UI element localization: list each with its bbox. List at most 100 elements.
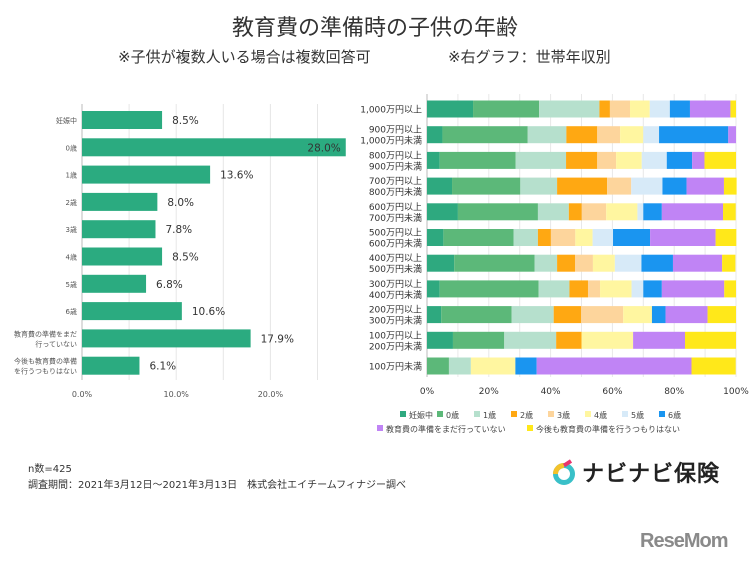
bar-segment: [553, 306, 582, 324]
navinavi-logo: ナビナビ保険: [552, 456, 720, 488]
bar-segment: [722, 254, 736, 272]
legend-label: 教育費の準備をまだ行っていない: [386, 424, 506, 434]
legend-swatch: [437, 411, 443, 417]
legend-label: 0歳: [446, 410, 459, 420]
x-tick-label: 60%: [602, 387, 622, 397]
bar-segment: [454, 254, 535, 272]
bar-segment: [537, 229, 551, 246]
bar-segment: [686, 177, 724, 195]
bar-segment: [685, 331, 736, 349]
bar-segment: [606, 203, 638, 221]
bar-segment: [581, 203, 607, 221]
bar-segment: [520, 177, 558, 195]
legend-swatch: [585, 411, 591, 417]
bar-segment: [539, 100, 600, 118]
bar-segment: [448, 357, 471, 375]
note-multiple-answers: ※子供が複数人いる場合は複数回答可: [118, 48, 371, 66]
category-label: 100万円未満: [369, 361, 422, 373]
bar-segment: [575, 254, 593, 272]
bar: [82, 356, 140, 375]
bar-segment: [631, 177, 663, 195]
bar-segment: [616, 151, 642, 169]
data-label: 8.5%: [172, 252, 199, 264]
bar: [82, 247, 163, 266]
category-label: 1歳: [66, 171, 77, 180]
x-tick-label: 10.0%: [163, 390, 189, 399]
bar-segment: [661, 203, 724, 221]
bar-segment: [613, 229, 651, 246]
legend-label: 1歳: [483, 410, 496, 420]
bar-segment: [427, 254, 455, 272]
bar: [82, 302, 182, 321]
survey-period: 調査期間：2021年3月12日～2021年3月13日 株式会社エイチームフィナジ…: [28, 480, 406, 491]
page-title: 教育費の準備時の子供の年齢: [231, 16, 518, 41]
legend-swatch: [377, 425, 383, 431]
data-label: 6.8%: [156, 279, 183, 291]
sample-size: n数=425: [28, 464, 72, 475]
bar-segment: [470, 357, 516, 375]
data-label: 28.0%: [307, 142, 340, 154]
bar-segment: [669, 100, 690, 118]
bar: [82, 165, 211, 184]
category-label: 5歳: [66, 280, 77, 289]
category-label: 妊娠中: [56, 116, 77, 125]
navinavi-logo-text: ナビナビ保険: [582, 462, 721, 487]
bar-segment: [427, 229, 444, 246]
bar-segment: [666, 151, 693, 169]
bar-segment: [630, 100, 650, 118]
bar-segment: [550, 229, 576, 246]
category-label: 700万円未満: [369, 212, 422, 224]
category-label: 900万円以上: [369, 125, 422, 136]
bar-segment: [557, 177, 608, 195]
bar-segment: [427, 151, 440, 169]
category-label: 300万円以上: [369, 279, 422, 290]
bar-segment: [442, 126, 528, 144]
bar-segment: [515, 151, 567, 169]
legend-label: 6歳: [668, 410, 681, 420]
bar-segment: [473, 100, 540, 118]
x-tick-label: 40%: [541, 387, 561, 397]
bar-segment: [649, 100, 670, 118]
legend-swatch: [511, 411, 517, 417]
bar-segment: [730, 100, 736, 118]
bar-segment: [581, 331, 634, 349]
x-tick-label: 100%: [723, 387, 749, 397]
data-label: 10.6%: [192, 306, 225, 318]
bar-segment: [592, 229, 614, 246]
legend-label: 今後も教育費の準備を行うつもりはない: [536, 424, 680, 434]
legend-label: 4歳: [594, 410, 607, 420]
category-label: を行うつもりはない: [14, 367, 77, 376]
bar-segment: [715, 229, 737, 246]
bar: [82, 192, 158, 211]
bar-segment: [643, 280, 662, 298]
x-tick-label: 20%: [479, 387, 499, 397]
category-label: 3歳: [66, 225, 77, 234]
bar-segment: [607, 177, 632, 195]
bar-segment: [427, 100, 474, 118]
bar-segment: [662, 177, 687, 195]
bar-segment: [515, 357, 537, 375]
bar-segment: [538, 280, 570, 298]
bar-segment: [439, 280, 539, 298]
resemom-logo: ReseMom: [640, 530, 728, 552]
data-label: 8.0%: [167, 197, 194, 209]
bar-segment: [556, 331, 582, 349]
bar-segment: [723, 203, 736, 221]
x-tick-label: 0%: [420, 387, 435, 397]
bar-segment: [537, 203, 569, 221]
bar-segment: [427, 357, 449, 375]
category-label: 200万円以上: [369, 305, 422, 316]
bar-segment: [691, 357, 736, 375]
legend-swatch: [548, 411, 554, 417]
category-label: 300万円未満: [369, 315, 422, 327]
bar-segment: [724, 280, 736, 298]
bar-segment: [557, 254, 576, 272]
bar-segment: [427, 177, 453, 195]
category-label: 4歳: [66, 253, 77, 262]
legend-label: 5歳: [631, 410, 644, 420]
bar-segment: [641, 151, 667, 169]
bar-segment: [427, 306, 442, 324]
bar-segment: [620, 126, 644, 144]
category-label: 600万円以上: [369, 202, 422, 213]
